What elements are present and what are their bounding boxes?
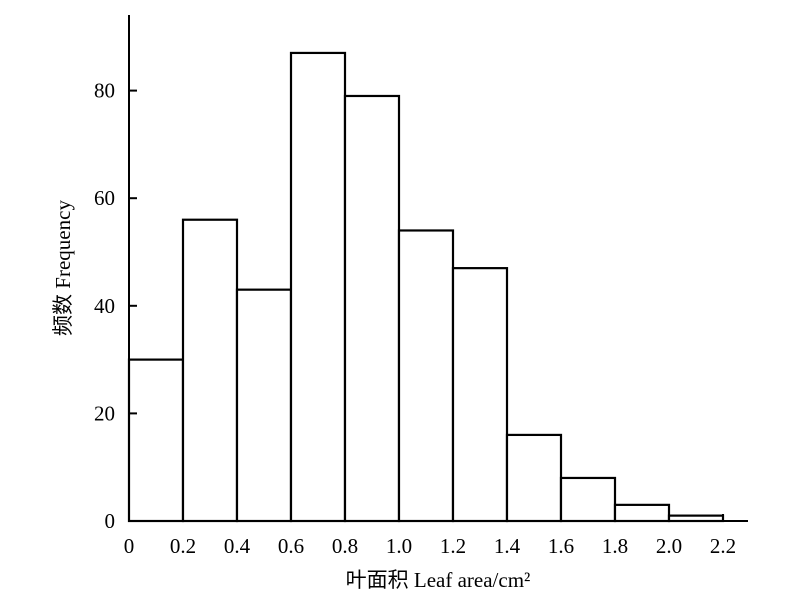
x-tick-label: 1.2 xyxy=(440,534,466,558)
histogram-bar xyxy=(343,94,401,523)
histogram-bar xyxy=(397,229,455,523)
x-axis-title: 叶面积 Leaf area/cm² xyxy=(346,568,531,592)
x-tick-label: 0.2 xyxy=(170,534,196,558)
y-ticks-group: 0 20 40 60 80 xyxy=(94,79,137,533)
x-ticks-group: 0 0.2 0.4 0.6 0.8 1.0 1.2 1.4 1.6 1.8 2.0 2.2 xyxy=(124,514,736,558)
axes-group xyxy=(128,15,748,522)
x-tick-label: 1.0 xyxy=(386,534,412,558)
x-tick-label: 0.4 xyxy=(224,534,251,558)
y-axis-title: 频数 Frequency xyxy=(51,200,75,336)
x-tick-label: 1.6 xyxy=(548,534,574,558)
histogram-bar xyxy=(505,433,563,523)
x-tick-label: 0.8 xyxy=(332,534,358,558)
y-tick-label: 0 xyxy=(105,509,116,533)
x-tick-label: 1.4 xyxy=(494,534,521,558)
y-tick-label: 80 xyxy=(94,79,115,103)
histogram-bar xyxy=(181,218,239,523)
histogram-bar xyxy=(613,503,671,523)
x-tick-label: 0 xyxy=(124,534,135,558)
histogram-bar xyxy=(559,476,617,523)
y-tick-label: 20 xyxy=(94,401,115,425)
x-tick-label: 0.6 xyxy=(278,534,304,558)
y-tick-label: 60 xyxy=(94,186,115,210)
x-tick-label: 2.0 xyxy=(656,534,682,558)
histogram-bar xyxy=(289,51,347,523)
histogram-bar xyxy=(235,288,293,523)
y-tick-label: 40 xyxy=(94,294,115,318)
x-tick-label: 1.8 xyxy=(602,534,628,558)
histogram-bar xyxy=(127,358,185,523)
histogram-bar xyxy=(451,267,509,523)
x-tick-label: 2.2 xyxy=(710,534,736,558)
bars-group xyxy=(127,51,725,523)
